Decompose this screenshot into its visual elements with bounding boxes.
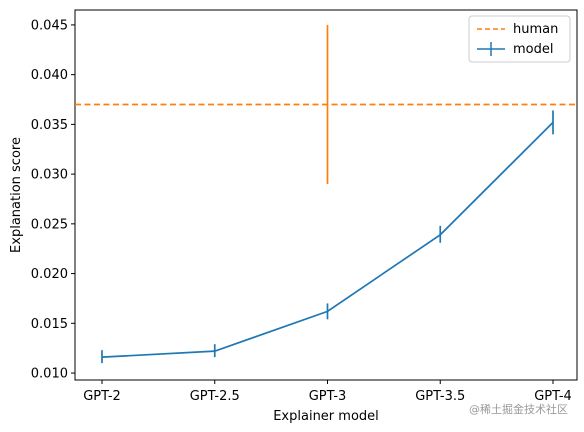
x-tick-label: GPT-3.5 — [415, 389, 465, 404]
x-axis: GPT-2 GPT-2.5 GPT-3 GPT-3.5 GPT-4 — [83, 380, 572, 404]
y-tick-label: 0.045 — [31, 18, 68, 33]
plot-area — [74, 9, 578, 381]
legend: human model — [468, 15, 571, 63]
x-tick-label: GPT-3 — [309, 389, 347, 404]
y-tick-label: 0.020 — [31, 267, 68, 282]
legend-human-label: human — [513, 22, 558, 37]
y-tick-label: 0.030 — [31, 168, 68, 183]
y-axis: 0.010 0.015 0.020 0.025 0.030 0.035 0.040 0.045 — [31, 18, 75, 382]
x-tick-label: GPT-2 — [83, 389, 121, 404]
legend-model-label: model — [513, 42, 553, 57]
y-tick-label: 0.015 — [31, 317, 68, 332]
y-tick-label: 0.035 — [31, 118, 68, 133]
plot-marks — [75, 24, 577, 364]
x-tick-label: GPT-2.5 — [190, 389, 240, 404]
watermark: @稀土掘金技术社区 — [469, 402, 568, 416]
y-tick-label: 0.040 — [31, 68, 68, 83]
y-axis-label: Explanation score — [9, 137, 24, 253]
x-tick-label: GPT-4 — [534, 389, 572, 404]
y-tick-label: 0.025 — [31, 217, 68, 232]
y-tick-label: 0.010 — [31, 367, 68, 382]
legend-box — [468, 15, 571, 63]
x-axis-label: Explainer model — [273, 409, 379, 424]
